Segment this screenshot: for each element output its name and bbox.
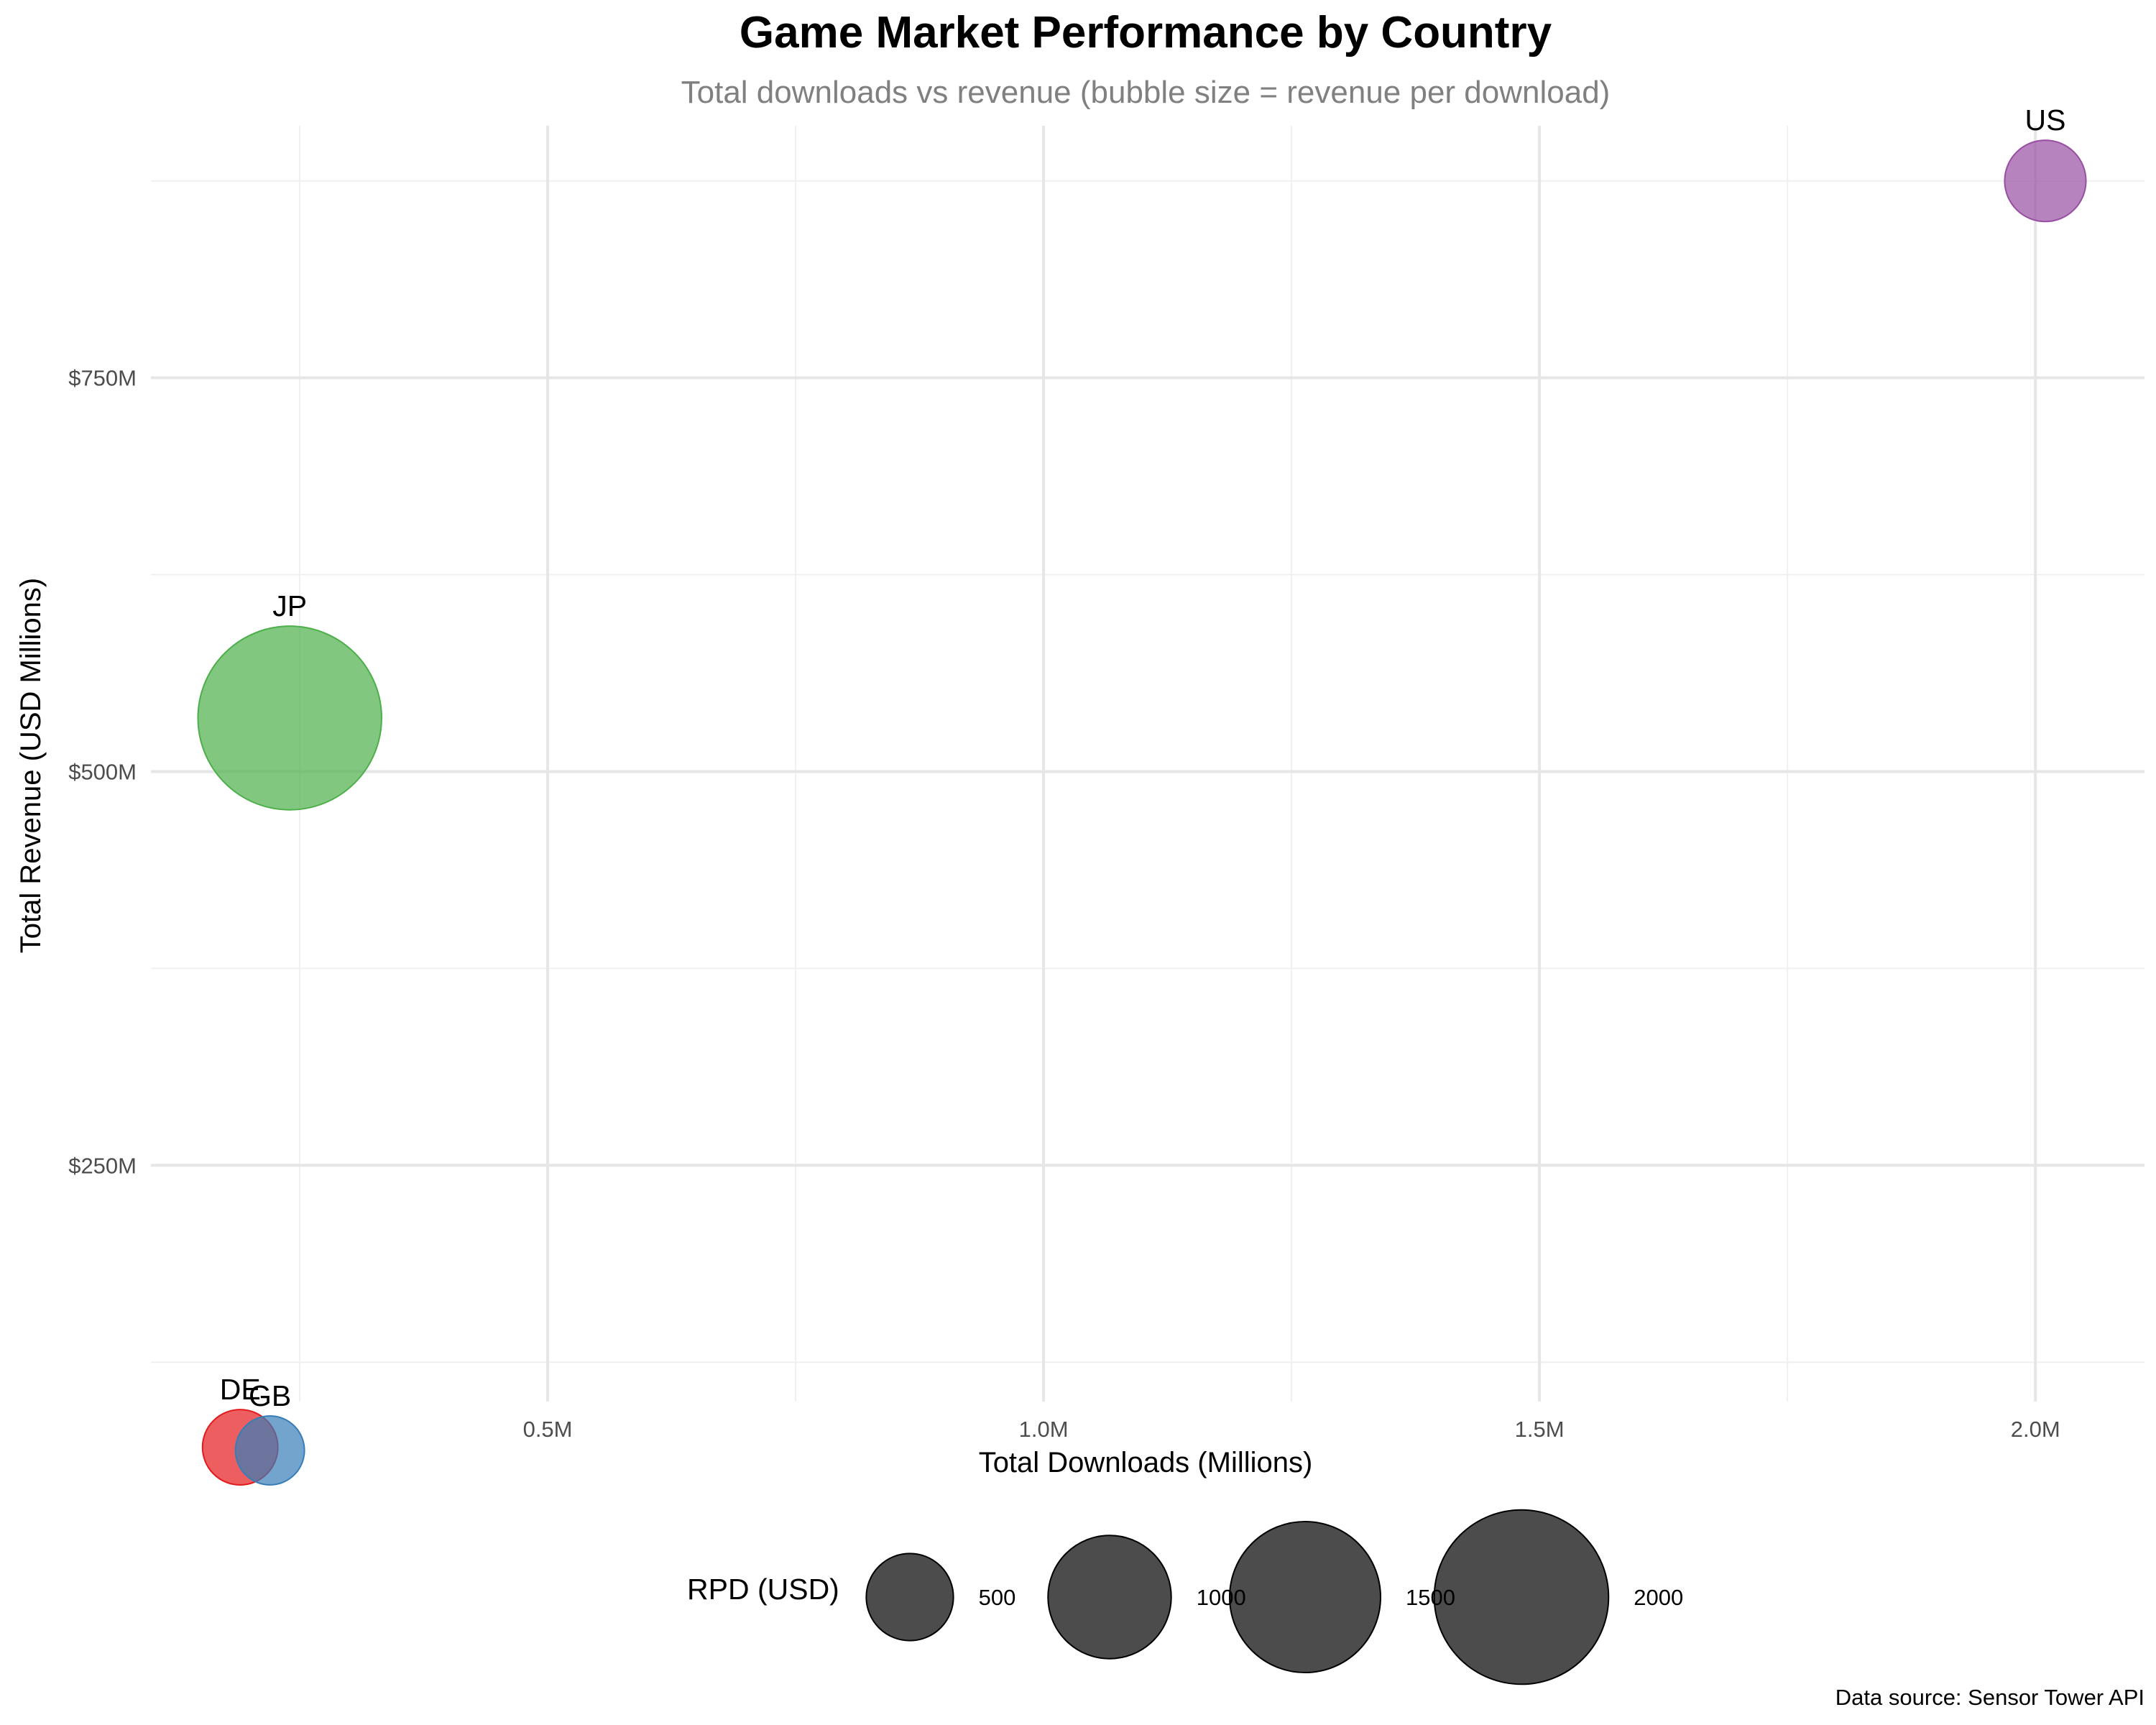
x-tick-label: 1.5M <box>1515 1417 1565 1442</box>
legend-key-1500 <box>1228 1520 1382 1674</box>
legend-key-500 <box>865 1552 954 1642</box>
chart-title: Game Market Performance by Country <box>740 8 1552 58</box>
size-legend: RPD (USD) 500 1000 1500 2000 <box>687 1509 1683 1685</box>
x-tick-label: 0.5M <box>523 1417 573 1442</box>
grid-lines <box>151 126 2145 1402</box>
legend-key-2000 <box>1433 1509 1610 1685</box>
y-tick-label: $500M <box>68 759 137 784</box>
caption: Data source: Sensor Tower API <box>1835 1685 2145 1710</box>
bubble-us <box>2004 139 2087 223</box>
legend-label-500: 500 <box>979 1585 1016 1610</box>
bubbles <box>197 139 2087 1486</box>
chart-subtitle: Total downloads vs revenue (bubble size … <box>681 75 1611 110</box>
bubble-label-de: DE <box>220 1373 261 1406</box>
legend-title: RPD (USD) <box>687 1573 839 1606</box>
y-tick-label: $250M <box>68 1153 137 1178</box>
x-tick-label: 1.0M <box>1019 1417 1069 1442</box>
x-axis-title: Total Downloads (Millions) <box>979 1447 1313 1478</box>
y-axis-ticks: $250M $500M $750M <box>68 366 137 1179</box>
bubble-label-gb: GB <box>249 1379 291 1412</box>
x-tick-label: 2.0M <box>2011 1417 2060 1442</box>
legend-label-2000: 2000 <box>1634 1585 1683 1610</box>
y-tick-label: $750M <box>68 366 137 391</box>
bubble-label-us: US <box>2025 104 2066 137</box>
bubble-label-jp: JP <box>272 589 307 622</box>
bubble-jp <box>197 625 382 811</box>
legend-key-1000 <box>1047 1535 1172 1660</box>
x-axis-ticks: 0.5M 1.0M 1.5M 2.0M <box>523 1417 2060 1442</box>
bubble-gb <box>234 1414 305 1486</box>
y-axis-title: Total Revenue (USD Millions) <box>15 578 47 953</box>
